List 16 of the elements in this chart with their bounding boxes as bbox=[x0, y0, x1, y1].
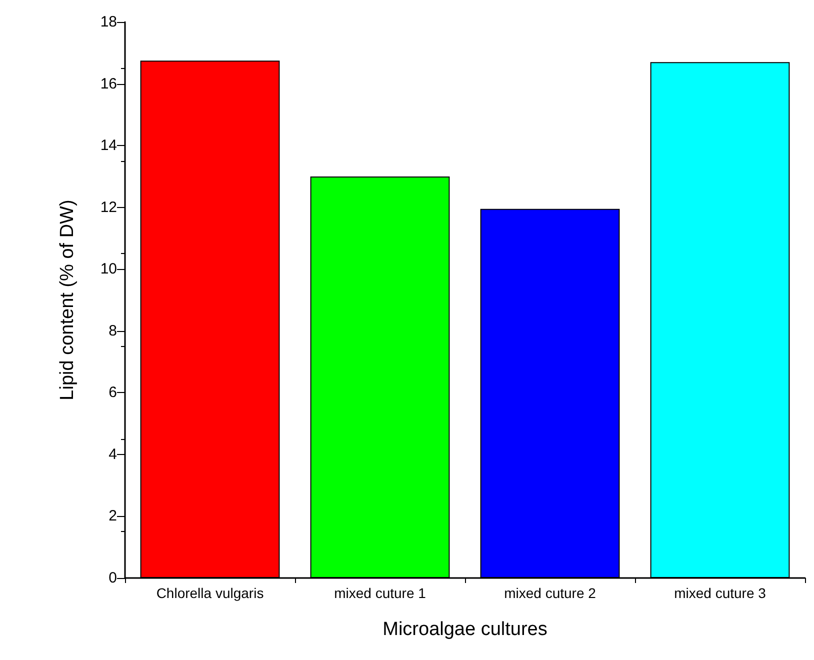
y-axis-title: Lipid content (% of DW) bbox=[57, 200, 78, 400]
y-tick-label: 16 bbox=[100, 75, 117, 92]
y-tick-label: 18 bbox=[100, 14, 117, 30]
y-tick-label: 2 bbox=[108, 508, 117, 525]
x-axis-title: Microalgae cultures bbox=[382, 619, 548, 640]
y-tick-label: 8 bbox=[108, 322, 117, 340]
x-tick-label: Chlorella vulgaris bbox=[156, 585, 264, 601]
y-tick-label: 6 bbox=[108, 384, 117, 402]
x-tick-label: mixed cuture 1 bbox=[334, 585, 426, 601]
x-tick-label: mixed cuture 2 bbox=[504, 585, 596, 601]
y-tick-label: 12 bbox=[100, 198, 117, 216]
y-tick-label: 14 bbox=[100, 137, 117, 154]
y-tick-label: 0 bbox=[108, 570, 117, 586]
y-tick-label: 4 bbox=[108, 446, 117, 463]
x-tick-label: mixed cuture 3 bbox=[674, 585, 766, 601]
y-tick-label: 10 bbox=[100, 260, 117, 278]
